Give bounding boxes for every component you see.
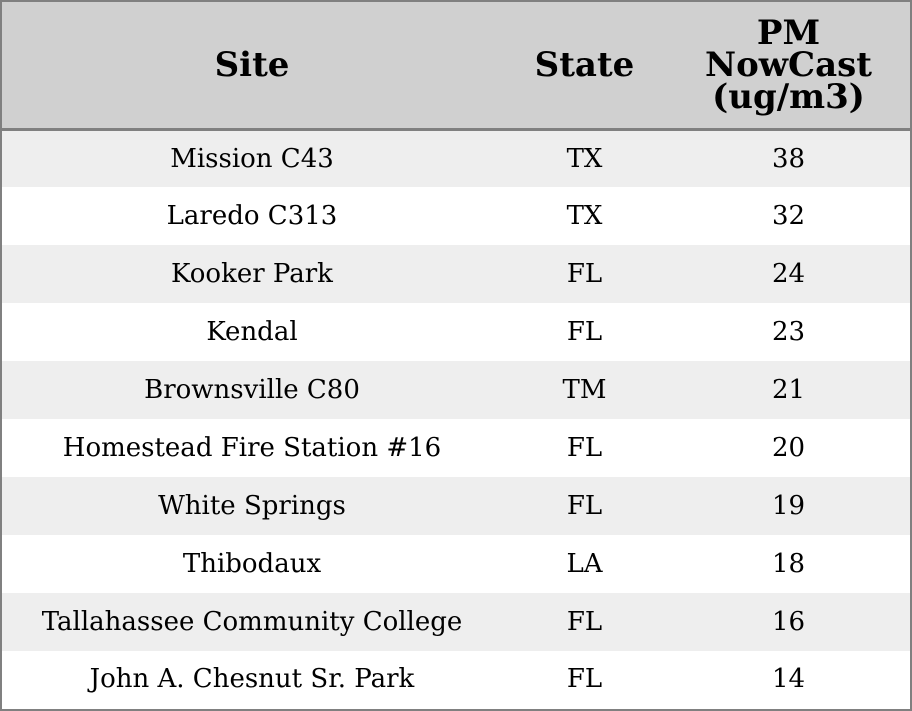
header-pm-nowcast: PM NowCast (ug/m3) — [667, 2, 910, 131]
header-pm-line-3: (ug/m3) — [712, 76, 865, 117]
pm-value-cell: 32 — [771, 201, 806, 231]
table-row: Tallahassee Community College FL 16 — [2, 593, 910, 651]
state-cell: TX — [566, 143, 603, 174]
header-site: Site — [2, 2, 502, 131]
pm-value-cell: 24 — [771, 259, 806, 289]
site-cell: Brownsville C80 — [144, 375, 360, 405]
site-cell: Thibodaux — [182, 549, 322, 579]
pm-value-cell: 18 — [771, 549, 806, 579]
table-row: Homestead Fire Station #16 FL 20 — [2, 419, 910, 477]
header-row: Site State PM NowCast (ug/m3) — [2, 2, 910, 131]
state-cell: TX — [566, 201, 603, 231]
site-cell: Mission C43 — [170, 143, 334, 174]
site-cell: White Springs — [158, 491, 346, 521]
state-cell: FL — [566, 607, 603, 637]
state-cell: FL — [566, 259, 603, 289]
pm-value-cell: 16 — [771, 607, 806, 637]
table-row: Laredo C313 TX 32 — [2, 187, 910, 245]
header-pm-line-1: PM — [756, 12, 821, 53]
site-cell: Laredo C313 — [166, 201, 338, 231]
table-row: Mission C43 TX 38 — [2, 129, 910, 187]
pm-value-cell: 20 — [771, 433, 806, 463]
header-state-label: State — [534, 44, 635, 85]
state-cell: FL — [566, 317, 603, 347]
state-cell: FL — [566, 491, 603, 521]
pm-value-cell: 38 — [771, 143, 806, 174]
state-cell: LA — [566, 549, 603, 579]
site-cell: Tallahassee Community College — [41, 607, 463, 637]
state-cell: FL — [566, 433, 603, 463]
table-row: Kooker Park FL 24 — [2, 245, 910, 303]
table-row: White Springs FL 19 — [2, 477, 910, 535]
pm-value-cell: 23 — [771, 317, 806, 347]
table-header: Site State PM NowCast (ug/m3) — [2, 2, 910, 131]
pm-value-cell: 14 — [771, 664, 806, 694]
header-pm-line-2: NowCast — [705, 44, 872, 85]
site-cell: Homestead Fire Station #16 — [62, 433, 442, 463]
table-body: Mission C43 TX 38 Laredo C313 TX 32 Kooker Par… — [2, 129, 910, 707]
pm-value-cell: 21 — [771, 375, 806, 405]
pm-value-cell: 19 — [771, 491, 806, 521]
site-cell: Kooker Park — [171, 259, 333, 289]
state-cell: FL — [566, 664, 603, 694]
table-row: Kendal FL 23 — [2, 303, 910, 361]
table-row: Brownsville C80 TM 21 — [2, 361, 910, 419]
table-row: John A. Chesnut Sr. Park FL 14 — [2, 651, 910, 707]
state-cell: TM — [562, 375, 607, 405]
site-cell: John A. Chesnut Sr. Park — [89, 664, 415, 694]
site-cell: Kendal — [206, 317, 298, 347]
header-site-label: Site — [214, 44, 290, 85]
table-row: Thibodaux LA 18 — [2, 535, 910, 593]
header-state: State — [502, 2, 667, 131]
